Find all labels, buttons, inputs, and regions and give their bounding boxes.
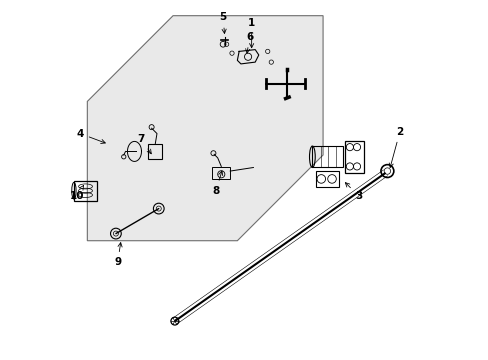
- Bar: [312, 146, 342, 167]
- Bar: [315, 171, 339, 187]
- Polygon shape: [87, 16, 323, 241]
- Bar: [148, 144, 162, 158]
- Text: 3: 3: [345, 183, 362, 201]
- Text: 8: 8: [212, 171, 223, 196]
- Bar: [74, 181, 97, 201]
- Text: 4: 4: [76, 129, 105, 144]
- Text: 10: 10: [69, 185, 83, 201]
- Bar: [344, 141, 364, 173]
- Text: 1: 1: [247, 18, 255, 48]
- Text: 9: 9: [114, 243, 122, 267]
- Text: 7: 7: [137, 134, 151, 154]
- Text: 2: 2: [388, 127, 403, 167]
- Text: 6: 6: [245, 32, 253, 53]
- Text: 5: 5: [219, 13, 226, 33]
- Bar: [212, 167, 230, 179]
